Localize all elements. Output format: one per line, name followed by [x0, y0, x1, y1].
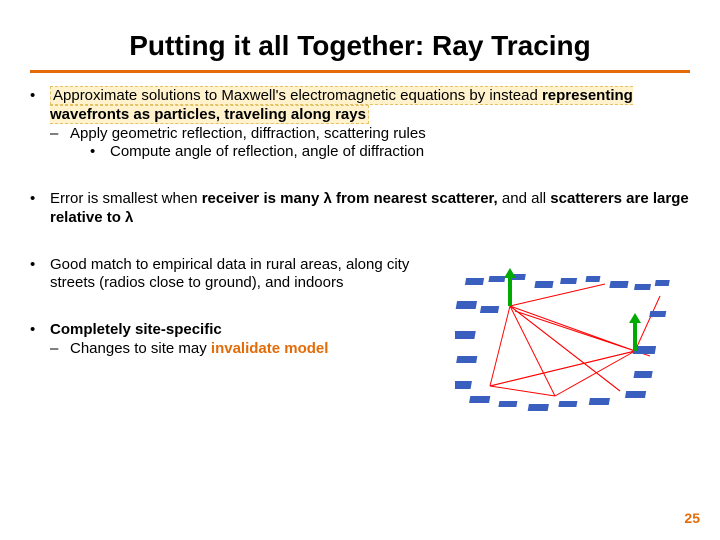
dash-icon: – — [50, 340, 58, 359]
slide-content: • Approximate solutions to Maxwell's ele… — [0, 87, 720, 421]
dash-icon: – — [50, 125, 58, 144]
bullet-3-text: Good match to empirical data in rural ar… — [50, 256, 409, 292]
bullet-dot-icon: • — [30, 87, 35, 106]
bullet-1-text-pre: Approximate solutions to Maxwell's elect… — [50, 86, 633, 124]
slide-title: Putting it all Together: Ray Tracing — [0, 0, 720, 70]
bullet-4-sub: – Changes to site may invalidate model — [50, 340, 443, 359]
bullet-dot-icon: • — [30, 321, 35, 340]
bullet-2: • Error is smallest when receiver is man… — [30, 190, 690, 228]
bullet-1-sub2: • Compute angle of reflection, angle of … — [70, 143, 690, 162]
ray-tracing-diagram — [455, 256, 690, 421]
bullet-1-sub1-text: Apply geometric reflection, diffraction,… — [70, 125, 426, 142]
bullet-2-mid: and all — [498, 190, 551, 207]
bullet-4-sub-orange: invalidate model — [211, 340, 329, 357]
bullet-2-pre: Error is smallest when — [50, 190, 202, 207]
bullet-1-sub1: – Apply geometric reflection, diffractio… — [50, 125, 690, 163]
bullet-dot-icon: • — [30, 256, 35, 275]
bullet-4: • Completely site-specific – Changes to … — [30, 321, 443, 359]
page-number: 25 — [684, 510, 700, 526]
bullet-1-sub2-text: Compute angle of reflection, angle of di… — [110, 143, 424, 160]
bullet-2-bold1: receiver is many λ from nearest scattere… — [202, 190, 498, 207]
diagram-svg — [455, 256, 690, 421]
bullet-1: • Approximate solutions to Maxwell's ele… — [30, 87, 690, 162]
bullet-4-sub-pre: Changes to site may — [70, 340, 211, 357]
bullet-dot-icon: • — [90, 143, 95, 162]
bullet-dot-icon: • — [30, 190, 35, 209]
title-underline — [30, 70, 690, 73]
bullet-4-bold: Completely site-specific — [50, 321, 222, 338]
bullet-3: • Good match to empirical data in rural … — [30, 256, 443, 294]
